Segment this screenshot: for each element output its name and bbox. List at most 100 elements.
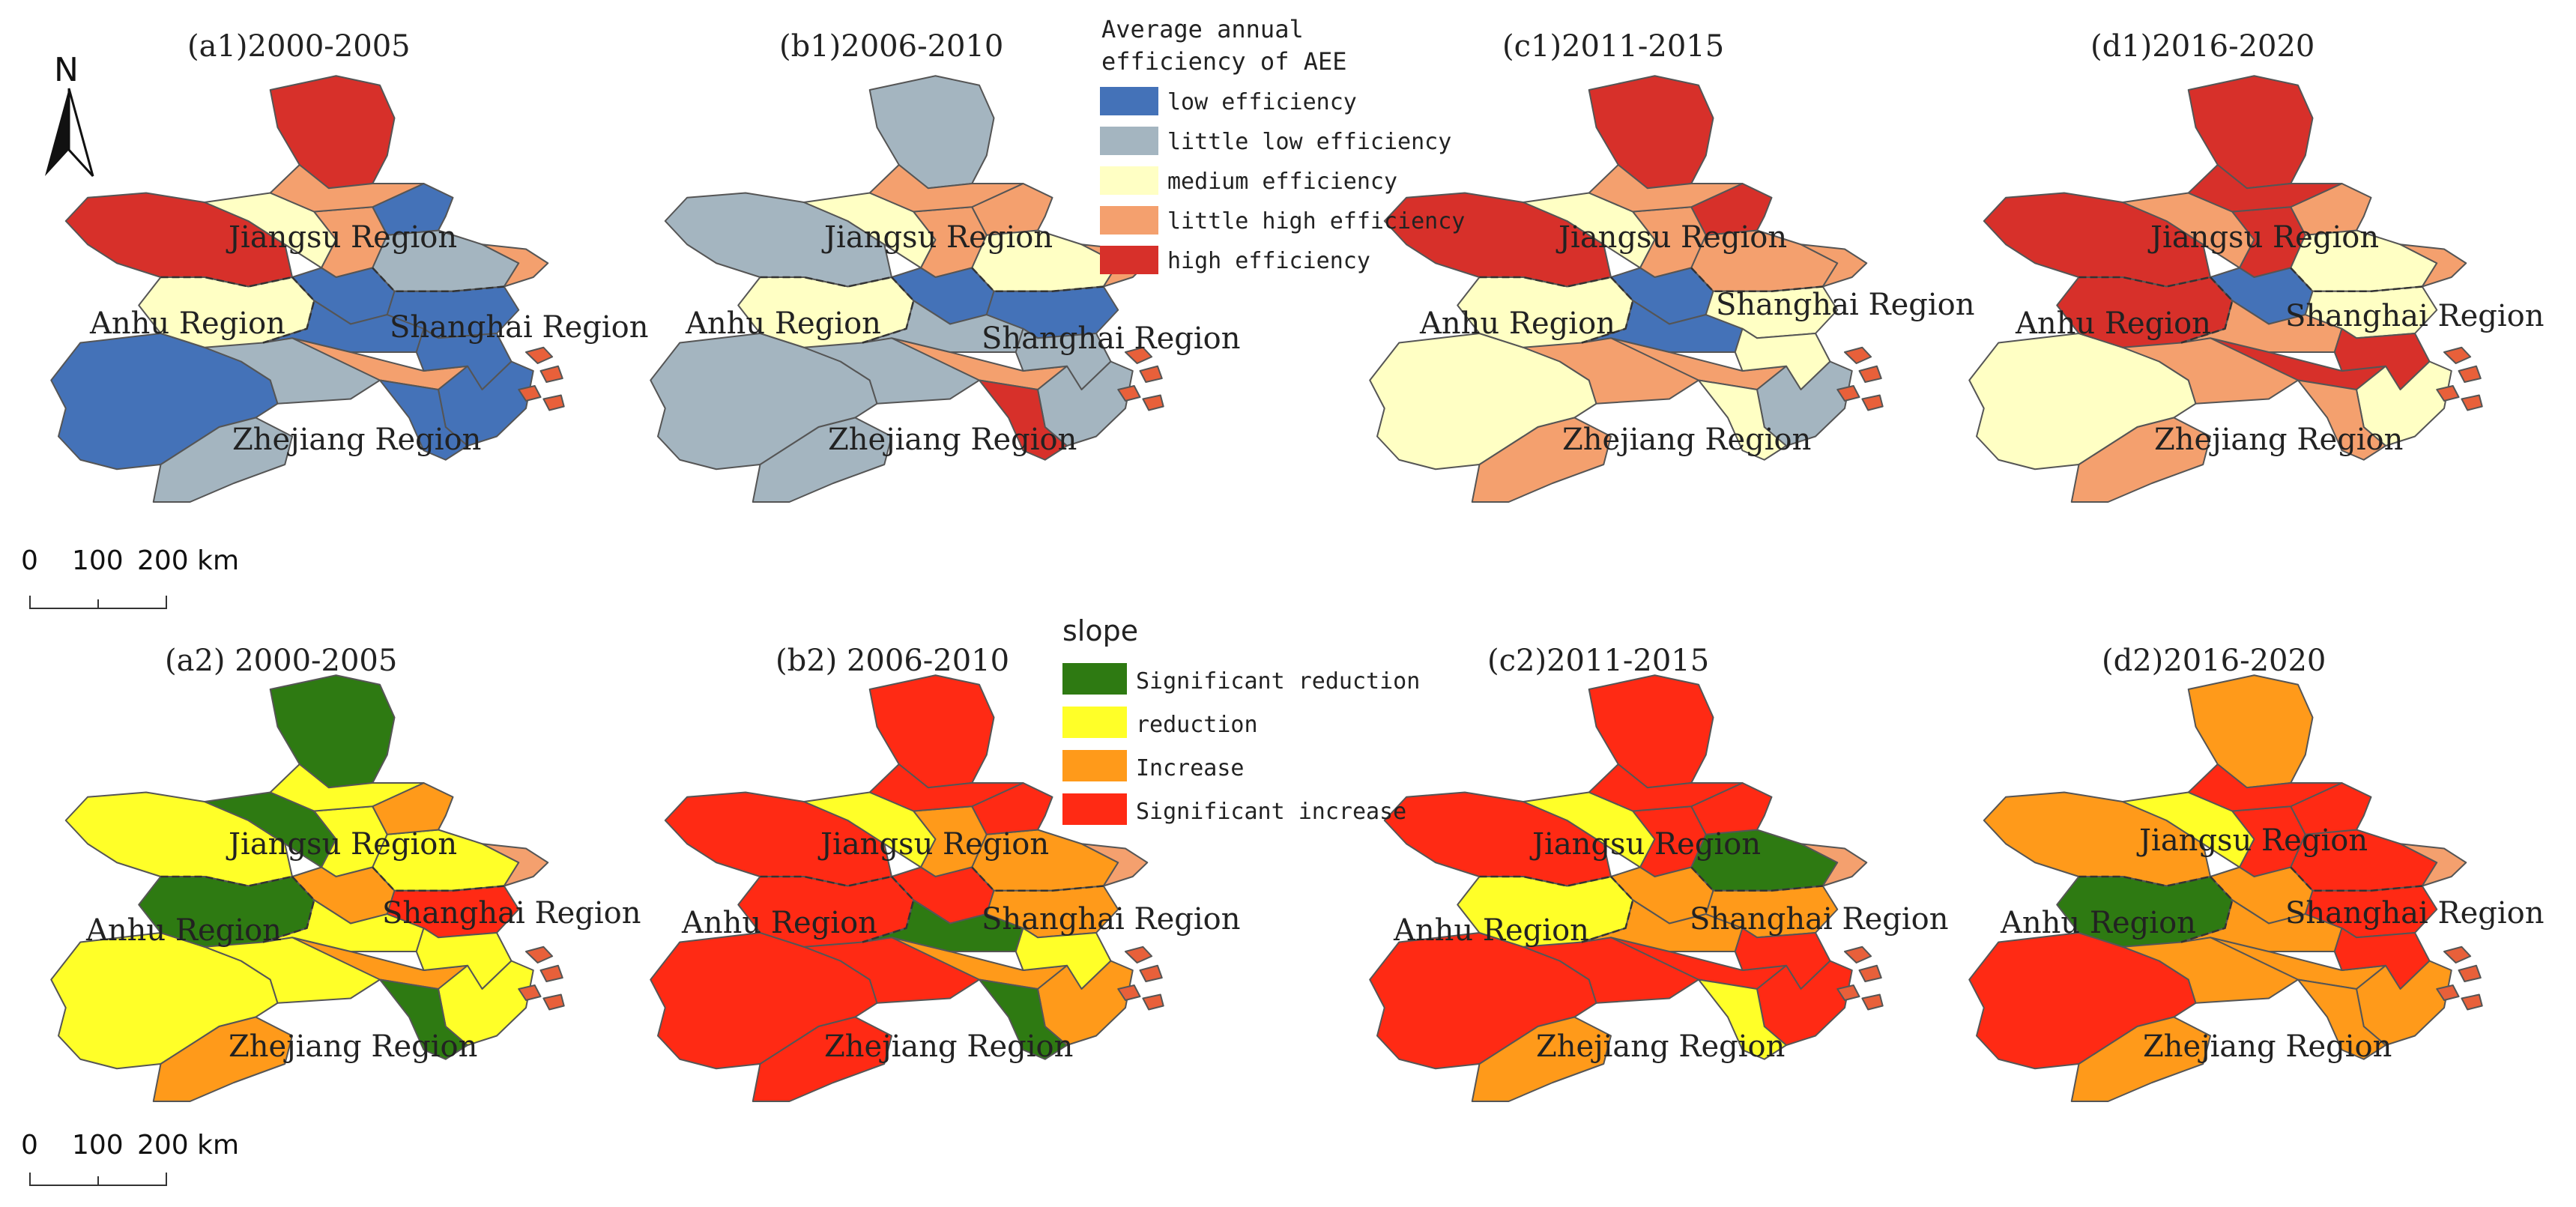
unit-17	[2298, 980, 2386, 1059]
island-group	[1118, 947, 1163, 1010]
island-group	[518, 348, 563, 411]
unit-12	[870, 675, 994, 787]
label-anhu: Anhu Region	[2015, 306, 2211, 341]
label-jiangsu: Jiangsu Region	[1555, 220, 1787, 255]
label-shanghai: Shanghai Region	[1716, 288, 1975, 322]
scalebar-100: 100	[72, 1130, 124, 1161]
label-shanghai: Shanghai Region	[1690, 902, 1949, 937]
panel-title-b1: (b1)2006-2010	[779, 29, 1003, 64]
label-anhu: Anhu Region	[685, 306, 881, 341]
scalebar-0: 0	[21, 1130, 38, 1161]
label-shanghai: Shanghai Region	[982, 902, 1241, 937]
panel-title-c2: (c2)2011-2015	[1487, 644, 1709, 678]
legend-efficiency-swatch-1	[1100, 127, 1158, 155]
unit-13	[1589, 165, 1743, 212]
panel-title-d1: (d1)2016-2020	[2090, 29, 2315, 64]
unit-2	[2072, 418, 2210, 503]
island-group	[518, 947, 563, 1010]
unit-17	[1699, 980, 1786, 1059]
unit-17	[1699, 381, 1786, 460]
legend-slope-swatch-0	[1062, 663, 1127, 695]
legend-slope: slope Significant reduction reduction Incr…	[1062, 614, 1420, 825]
legend-efficiency-label-3: little high efficiency	[1167, 208, 1465, 235]
legend-slope-label-1: reduction	[1136, 712, 1258, 738]
north-arrow-icon	[45, 88, 69, 176]
region-labels-d2: Jiangsu Region Anhu Region Shanghai Regi…	[2000, 823, 2545, 1064]
unit-2	[753, 418, 892, 503]
label-shanghai: Shanghai Region	[2285, 896, 2545, 931]
panel-title-a2: (a2) 2000-2005	[165, 644, 397, 678]
legend-title: slope	[1062, 614, 1138, 647]
label-jiangsu: Jiangsu Region	[2147, 220, 2379, 255]
unit-2	[2072, 1017, 2210, 1102]
label-anhu: Anhu Region	[85, 913, 282, 948]
unit-2	[1472, 418, 1611, 503]
scalebar-100: 100	[72, 545, 124, 576]
map-panel-d1	[1969, 76, 2482, 502]
unit-12	[2189, 76, 2313, 188]
label-anhu: Anhu Region	[1393, 913, 1589, 948]
scalebar-row2: 0 100 200 km	[21, 1130, 239, 1186]
shanghai-small	[1801, 844, 1867, 886]
legend-title-line2: efficiency of AEE	[1101, 47, 1347, 76]
shanghai-small	[483, 244, 548, 286]
label-jiangsu: Jiangsu Region	[226, 827, 457, 862]
region-labels-a2: Jiangsu Region Anhu Region Shanghai Regi…	[85, 827, 641, 1064]
label-anhu: Anhu Region	[89, 306, 285, 341]
scalebar-200: 200 km	[137, 1130, 239, 1161]
panel-title-a1: (a1)2000-2005	[187, 29, 411, 64]
map-panel-b2	[650, 675, 1163, 1101]
legend-efficiency: Average annual efficiency of AEE low eff…	[1100, 15, 1465, 274]
unit-13	[2189, 764, 2342, 811]
legend-efficiency-label-0: low efficiency	[1167, 89, 1357, 115]
label-zhejiang: Zhejiang Region	[1562, 423, 1811, 457]
unit-13	[870, 165, 1024, 212]
unit-12	[2189, 675, 2313, 787]
north-label: N	[54, 51, 79, 89]
unit-12	[1589, 76, 1714, 188]
legend-efficiency-swatch-2	[1100, 166, 1158, 195]
island-group	[2437, 348, 2482, 411]
legend-efficiency-swatch-3	[1100, 206, 1158, 235]
legend-slope-label-3: Significant increase	[1136, 799, 1406, 825]
region-labels-b1: Jiangsu Region Anhu Region Shanghai Regi…	[685, 220, 1241, 457]
legend-efficiency-label-2: medium efficiency	[1167, 169, 1397, 195]
row1-maps	[51, 76, 2482, 502]
panel-title-c1: (c1)2011-2015	[1502, 29, 1724, 64]
region-labels-a1: Jiangsu Region Anhu Region Shanghai Regi…	[89, 220, 649, 457]
unit-2	[154, 1017, 292, 1102]
legend-slope-swatch-1	[1062, 707, 1127, 738]
label-anhu: Anhu Region	[2000, 906, 2196, 940]
scalebar-200: 200 km	[137, 545, 239, 576]
island-group	[1118, 348, 1163, 411]
unit-12	[1589, 675, 1714, 787]
panel-title-d2: (d2)2016-2020	[2102, 644, 2326, 678]
island-group	[1837, 348, 1882, 411]
row2-maps	[51, 675, 2482, 1101]
label-shanghai: Shanghai Region	[2285, 299, 2545, 333]
region-labels-c1: Jiangsu Region Anhu Region Shanghai Regi…	[1419, 220, 1975, 457]
legend-slope-swatch-3	[1062, 793, 1127, 825]
panel-title-b2: (b2) 2006-2010	[775, 644, 1009, 678]
label-zhejiang: Zhejiang Region	[2143, 1029, 2392, 1064]
shanghai-small	[1082, 844, 1148, 886]
shanghai-small	[1801, 244, 1867, 286]
island-group	[1837, 947, 1882, 1010]
legend-efficiency-swatch-4	[1100, 246, 1158, 274]
shanghai-small	[2401, 844, 2467, 886]
unit-17	[380, 980, 468, 1059]
shanghai-small	[483, 844, 548, 886]
map-panel-a2	[51, 675, 563, 1101]
label-shanghai: Shanghai Region	[982, 321, 1241, 356]
map-panel-a1	[51, 76, 563, 502]
label-zhejiang: Zhejiang Region	[828, 423, 1077, 457]
label-jiangsu: Jiangsu Region	[1529, 827, 1761, 862]
unit-13	[2189, 165, 2342, 212]
unit-17	[2298, 381, 2386, 460]
unit-12	[870, 76, 994, 188]
label-zhejiang: Zhejiang Region	[229, 1029, 477, 1064]
label-zhejiang: Zhejiang Region	[232, 423, 481, 457]
island-group	[2437, 947, 2482, 1010]
region-labels-c2: Jiangsu Region Anhu Region Shanghai Regi…	[1393, 827, 1949, 1064]
